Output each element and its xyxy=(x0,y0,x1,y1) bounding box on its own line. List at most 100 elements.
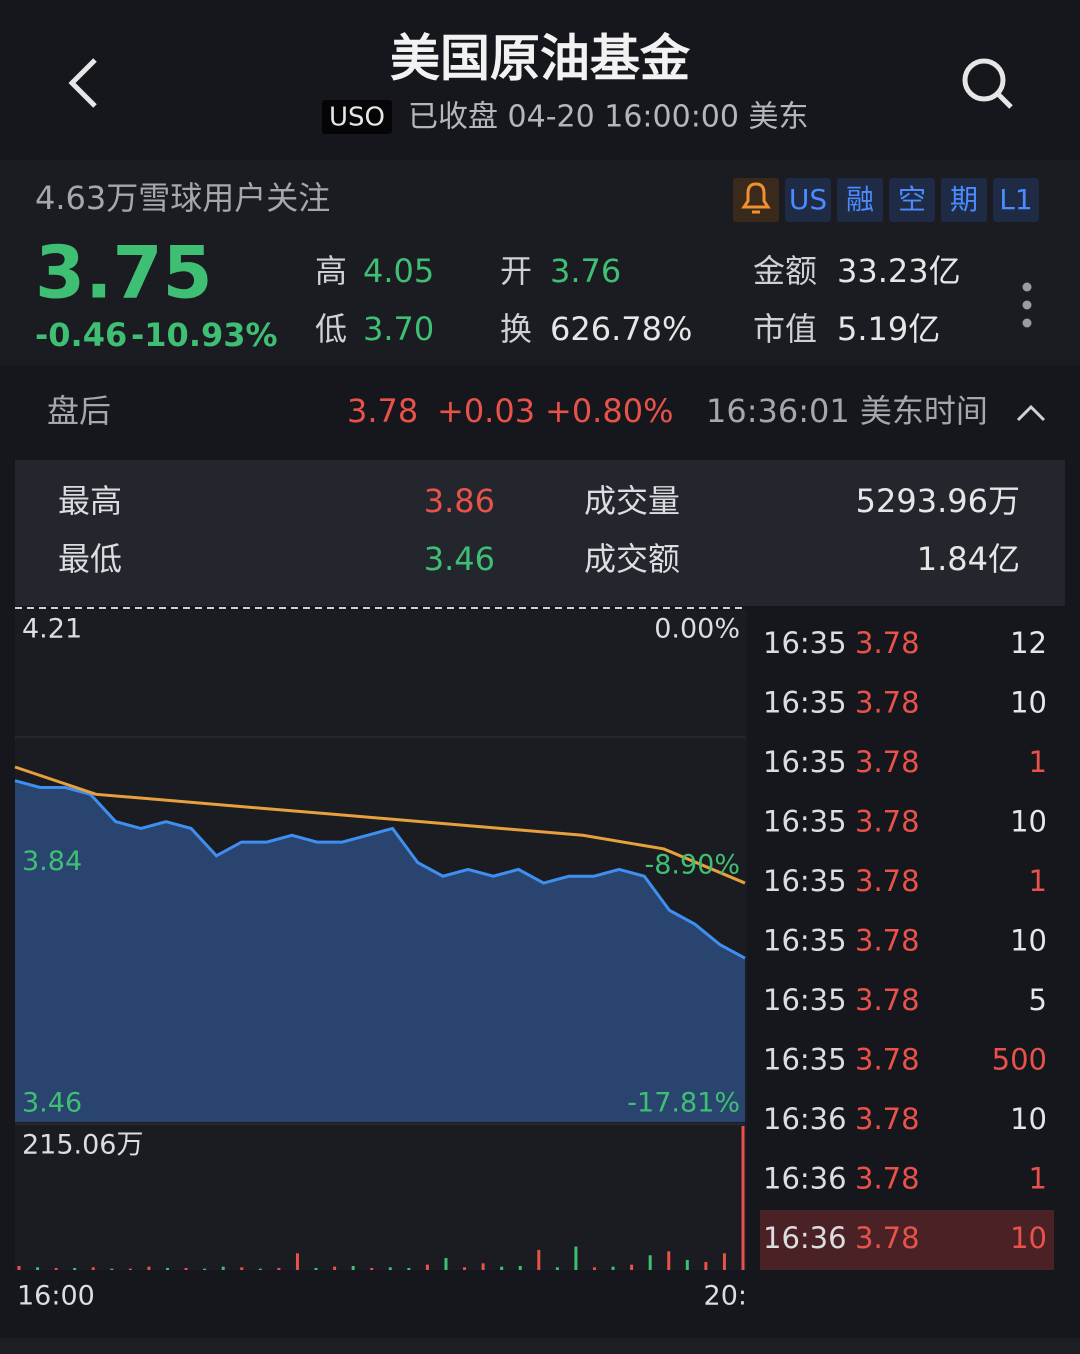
alert-button[interactable] xyxy=(733,178,779,222)
y2-tick-label: -8.90% xyxy=(644,849,740,880)
after-hours-price: 3.78 xyxy=(347,392,418,430)
trade-price: 3.78 xyxy=(855,745,920,779)
trade-qty: 1 xyxy=(1029,864,1047,898)
y-tick-label: 4.21 xyxy=(22,614,82,645)
stat-label: 市值 xyxy=(753,310,817,348)
badge: US xyxy=(789,183,827,216)
collapse-caret[interactable] xyxy=(1016,404,1046,422)
trade-price: 3.78 xyxy=(855,924,920,958)
trade-qty: 1 xyxy=(1029,1162,1047,1196)
volume-bar xyxy=(351,1265,355,1270)
volume-bar xyxy=(17,1265,21,1270)
trade-qty: 1 xyxy=(1029,745,1047,779)
trade-qty: 10 xyxy=(1010,1221,1047,1255)
search-icon[interactable] xyxy=(962,58,1006,102)
stat-label: 换 xyxy=(500,310,532,348)
volume-bar xyxy=(667,1251,671,1270)
stat-value: 3.76 xyxy=(550,252,621,290)
price: 3.75 xyxy=(35,231,213,315)
volume-bar xyxy=(295,1253,299,1270)
badge: 期 xyxy=(950,183,978,216)
trade-time: 16:35 xyxy=(763,864,847,898)
search-handle[interactable] xyxy=(996,92,1013,109)
volume-bar xyxy=(240,1267,244,1270)
volume-bar xyxy=(73,1267,77,1270)
stat-label: 低 xyxy=(315,310,347,348)
price-line xyxy=(14,779,746,960)
stat-label: 金额 xyxy=(753,252,817,290)
trade-time: 16:36 xyxy=(763,1162,847,1196)
stat-value: 4.05 xyxy=(363,252,434,290)
volume-bar xyxy=(704,1261,708,1270)
volume-bar xyxy=(444,1257,448,1270)
trade-price: 3.78 xyxy=(855,1221,920,1255)
volume-bar xyxy=(314,1267,318,1270)
trade-price: 3.78 xyxy=(855,1043,920,1077)
volume-bar xyxy=(54,1267,58,1270)
volume-bar xyxy=(36,1267,40,1270)
volume-bar xyxy=(722,1253,726,1270)
badge-bg xyxy=(993,178,1039,222)
volume-bar xyxy=(574,1246,578,1270)
status: 已收盘 04-20 16:00:00 美东 xyxy=(408,100,809,135)
y2-tick-label: -17.81% xyxy=(627,1088,740,1119)
ah-stat-value: 3.46 xyxy=(424,540,495,578)
trade-time: 16:35 xyxy=(763,626,847,660)
volume-bar xyxy=(592,1267,596,1270)
trade-price: 3.78 xyxy=(855,626,920,660)
volume-bar xyxy=(221,1266,225,1270)
volume-bar xyxy=(630,1264,634,1270)
volume-bar xyxy=(110,1268,114,1270)
title: 美国原油基金 xyxy=(390,30,691,88)
dot[interactable] xyxy=(1022,318,1032,328)
volume-bar xyxy=(277,1267,281,1270)
stat-label: 高 xyxy=(315,252,347,290)
symbol: USO xyxy=(329,103,385,133)
volume-max-label: 215.06万 xyxy=(22,1130,143,1161)
trade-price: 3.78 xyxy=(855,864,920,898)
volume-bar xyxy=(611,1266,615,1270)
volume-bar xyxy=(128,1268,132,1270)
badge-bg xyxy=(889,178,935,222)
y-tick-label: 3.84 xyxy=(22,846,82,877)
badge: 融 xyxy=(846,183,874,216)
more-button[interactable] xyxy=(1022,282,1032,328)
trade-price: 3.78 xyxy=(855,1102,920,1136)
followers: 4.63万雪球用户关注 xyxy=(35,179,330,217)
trade-qty: 10 xyxy=(1010,686,1047,720)
trade-highlight xyxy=(760,1210,1054,1270)
alert-badge[interactable] xyxy=(733,178,779,222)
trade-price: 3.78 xyxy=(855,686,920,720)
ah-stat-label: 最低 xyxy=(58,540,122,578)
after-hours-panel xyxy=(15,460,1065,606)
volume-bar xyxy=(537,1249,541,1270)
volume-bar xyxy=(370,1267,374,1270)
stat-value: 5.19亿 xyxy=(837,310,940,348)
volume-bar xyxy=(388,1267,392,1270)
ah-stat-label: 最高 xyxy=(58,482,122,520)
average-line xyxy=(14,765,746,885)
price-area xyxy=(15,780,745,1122)
trade-time: 16:35 xyxy=(763,924,847,958)
volume-bar xyxy=(518,1265,522,1270)
after-hours-time: 16:36:01 美东时间 xyxy=(706,392,988,430)
dot[interactable] xyxy=(1022,300,1032,310)
badge: 空 xyxy=(898,183,926,216)
back-button[interactable] xyxy=(68,58,97,108)
stat-value: 3.70 xyxy=(363,310,434,348)
search-button[interactable] xyxy=(962,58,1013,109)
volume-bar xyxy=(147,1266,151,1270)
dot[interactable] xyxy=(1022,282,1032,292)
volume-bar xyxy=(91,1267,95,1270)
volume-bar xyxy=(481,1263,485,1270)
ah-stat-value: 5293.96万 xyxy=(856,482,1020,520)
stat-label: 开 xyxy=(500,252,532,290)
bell-icon[interactable] xyxy=(741,182,771,209)
badge-bg xyxy=(941,178,987,222)
after-hours-pct: +0.80% xyxy=(545,392,673,430)
y2-tick-label: 0.00% xyxy=(654,614,740,645)
trade-time: 16:35 xyxy=(763,1043,847,1077)
badge-bg xyxy=(837,178,883,222)
